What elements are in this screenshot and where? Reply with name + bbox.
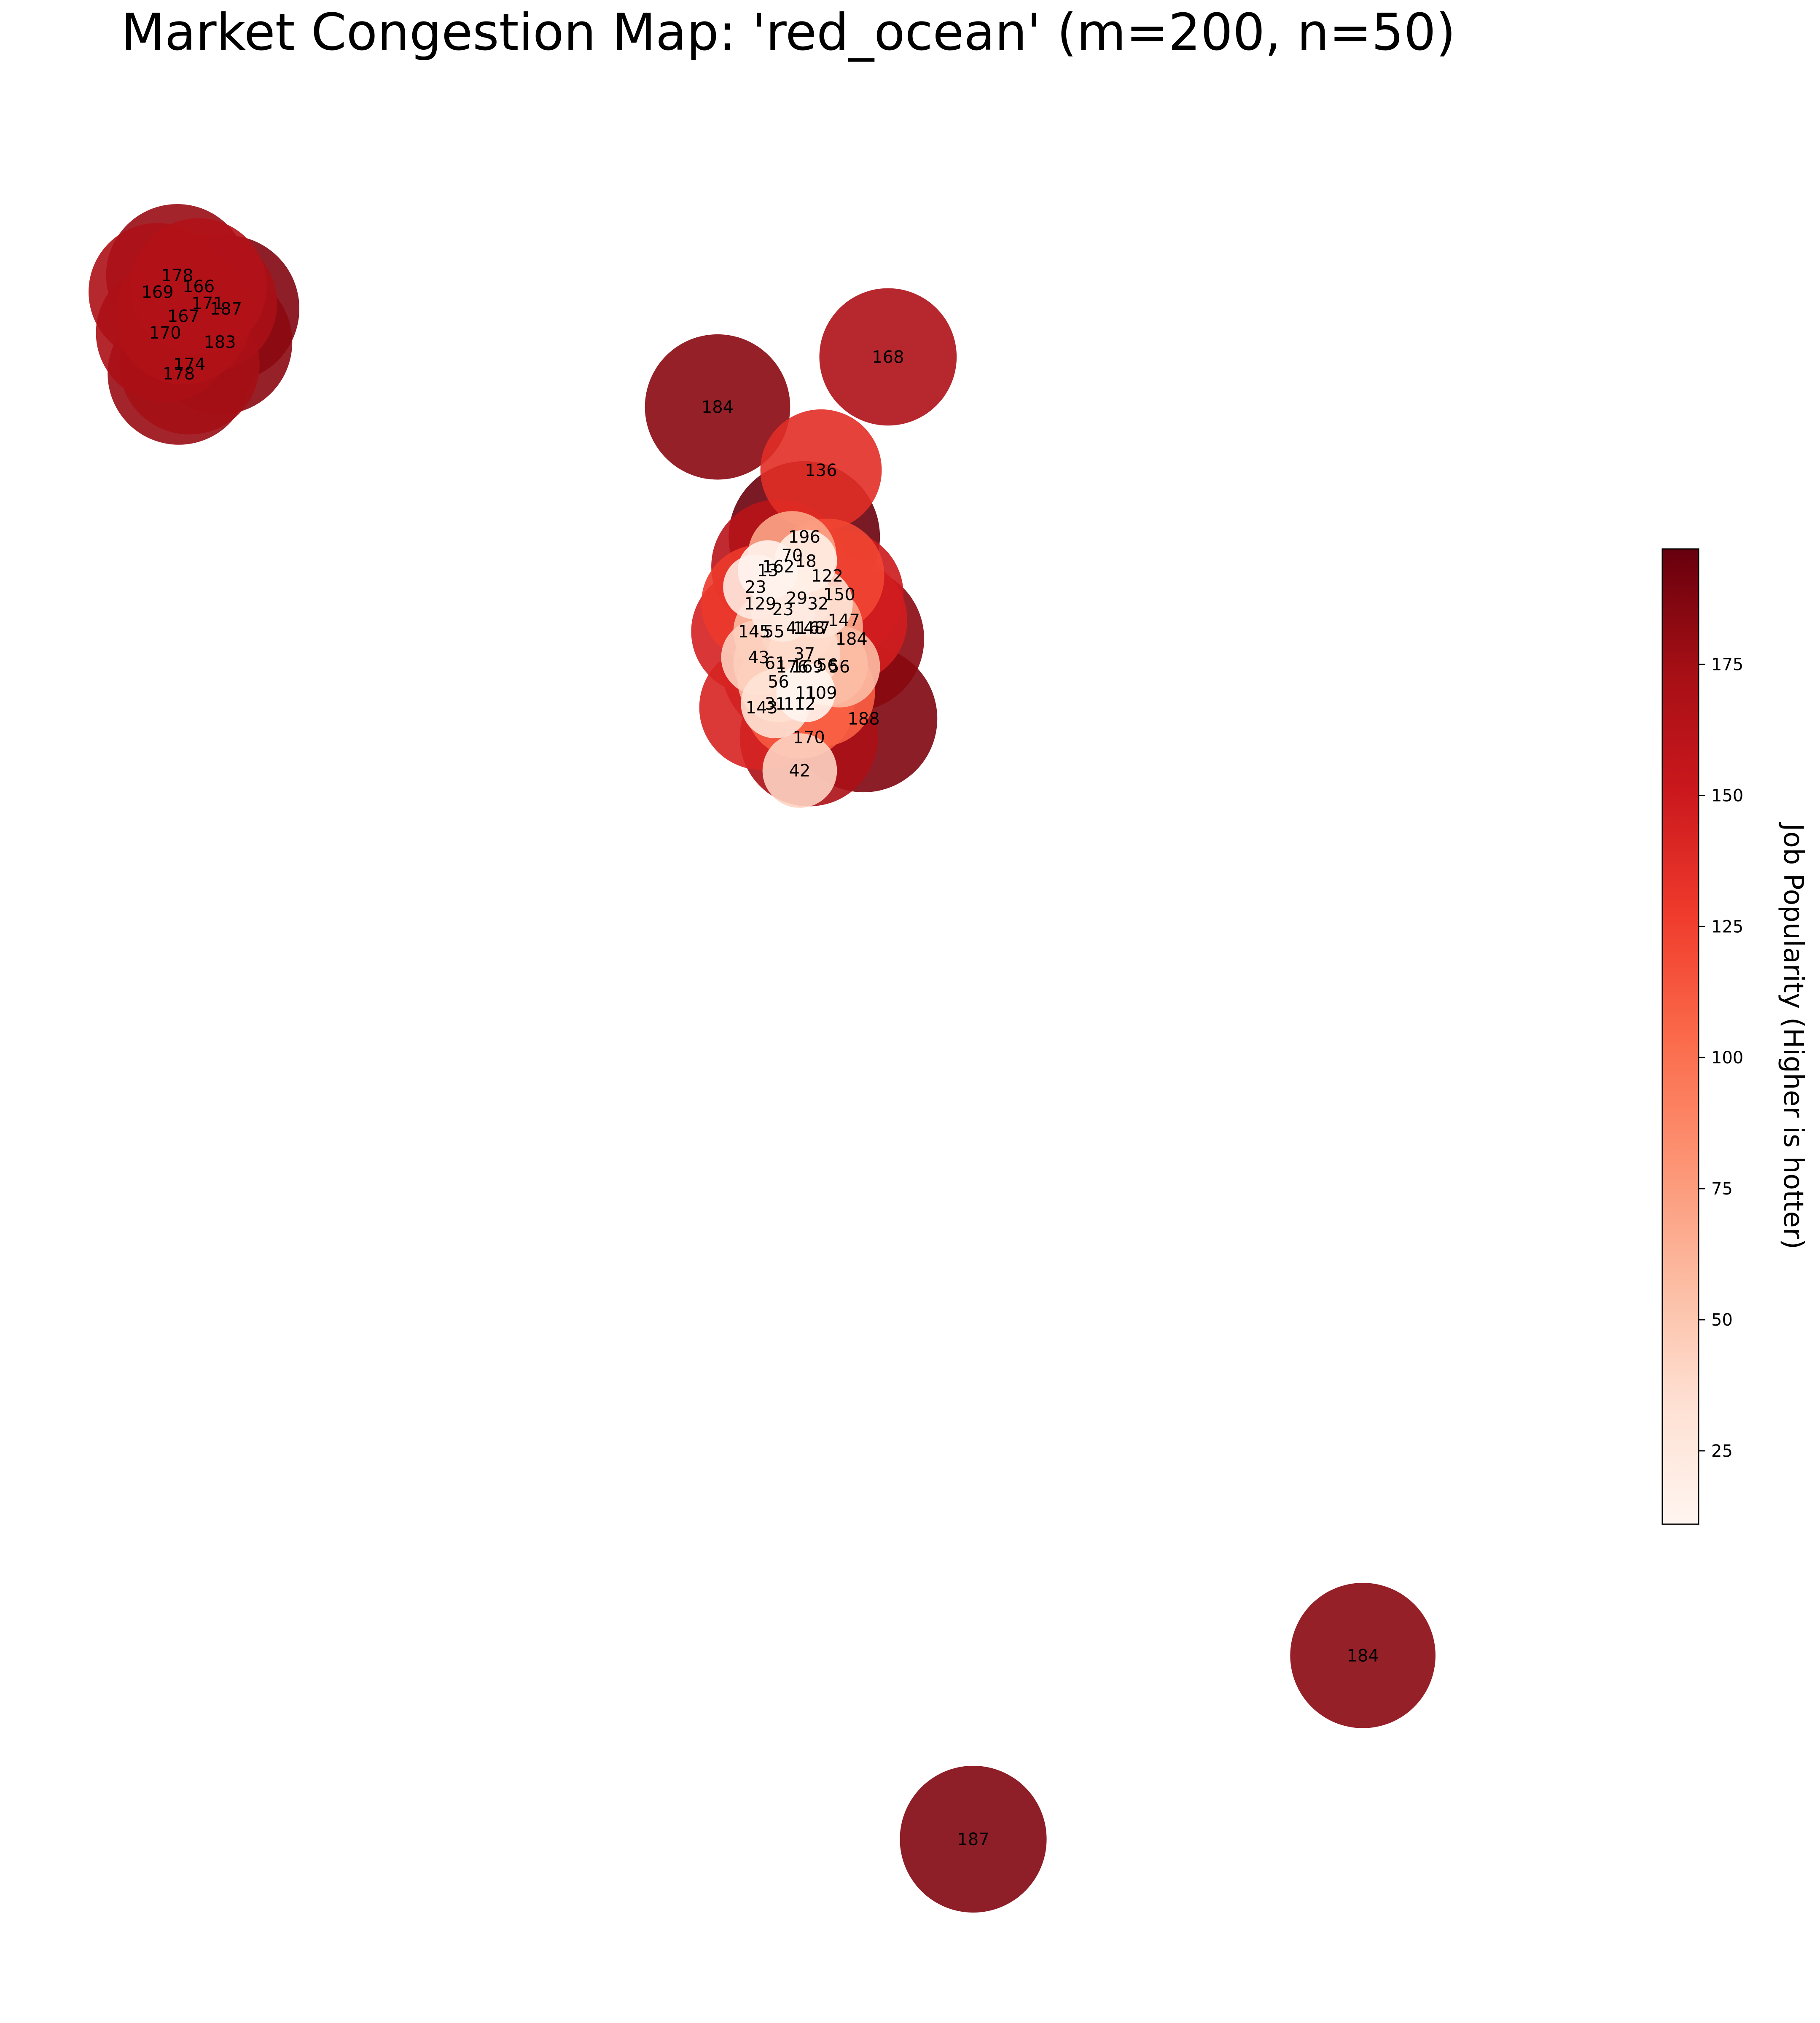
bubble-label-40: 11 bbox=[795, 683, 817, 703]
bubble-label-1: 166 bbox=[183, 277, 215, 296]
bubble-1 bbox=[130, 218, 267, 355]
bubble-label-0: 178 bbox=[161, 266, 193, 285]
colorbar-tick-label-3: 100 bbox=[1711, 1048, 1743, 1068]
bubble-label-2: 187 bbox=[210, 299, 242, 319]
bubble-10 bbox=[819, 288, 957, 426]
bubble-label-23: 129 bbox=[744, 595, 776, 614]
bubble-49 bbox=[900, 1765, 1047, 1913]
bubble-layer bbox=[89, 204, 1436, 1913]
bubble-label-20: 150 bbox=[823, 585, 855, 605]
bubble-label-47: 42 bbox=[789, 761, 810, 781]
bubble-label-24: 23 bbox=[772, 600, 794, 619]
bubble-label-44: 143 bbox=[746, 698, 778, 718]
colorbar-frame bbox=[1661, 548, 1699, 1525]
bubble-label-30: 55 bbox=[763, 622, 785, 642]
bubble-label-7: 183 bbox=[204, 333, 236, 352]
bubble-label-16: 122 bbox=[811, 567, 843, 586]
bubble-label-43: 112 bbox=[784, 694, 816, 714]
bubble-label-33: 43 bbox=[748, 648, 769, 667]
bubble-label-38: 56 bbox=[828, 657, 850, 677]
bubble-label-5: 171 bbox=[191, 294, 223, 313]
bubble-label-19: 23 bbox=[745, 578, 766, 597]
bubble-label-21: 29 bbox=[786, 589, 807, 608]
colorbar: 25 50 75 100 125 150 175 Job Popularity (Highe… bbox=[1661, 548, 1809, 1525]
bubble-label-36: 169 bbox=[791, 657, 823, 677]
bubble-label-4: 167 bbox=[167, 307, 199, 326]
bubble-label-31: 184 bbox=[836, 629, 868, 649]
bubble-label-15: 18 bbox=[795, 551, 817, 571]
bubble-label-49: 187 bbox=[957, 1830, 989, 1849]
bubble-label-26: 148 bbox=[793, 619, 825, 638]
colorbar-label: Job Popularity (Higher is hotter) bbox=[1777, 822, 1809, 1249]
colorbar-tick-label-2: 75 bbox=[1711, 1179, 1733, 1199]
chart-title: Market Congestion Map: 'red_ocean' (m=20… bbox=[121, 3, 1456, 62]
bubble-label-27: 41 bbox=[786, 619, 807, 638]
colorbar-tick-label-6: 175 bbox=[1711, 655, 1743, 675]
bubble-label-22: 32 bbox=[807, 595, 829, 614]
bubble-47 bbox=[762, 733, 837, 808]
bubble-label-29: 145 bbox=[738, 622, 770, 642]
bubble-label-10: 168 bbox=[872, 347, 904, 367]
bubble-11 bbox=[645, 334, 790, 480]
bubble-label-46: 170 bbox=[793, 728, 825, 747]
colorbar-gradient bbox=[1662, 549, 1699, 1524]
bubble-40 bbox=[776, 663, 836, 722]
bubble-label-41: 109 bbox=[805, 683, 837, 703]
bubble-17 bbox=[737, 540, 798, 600]
bubble-label-42: 31 bbox=[765, 694, 786, 714]
bubble-12 bbox=[760, 409, 882, 531]
bubble-48 bbox=[1290, 1583, 1436, 1728]
bubble-label-17: 13 bbox=[757, 561, 779, 580]
bubble-label-25: 147 bbox=[828, 611, 860, 630]
colorbar-tick-label-5: 150 bbox=[1711, 786, 1743, 805]
bubble-label-8: 174 bbox=[173, 355, 205, 374]
bubble-label-45: 188 bbox=[847, 709, 879, 729]
colorbar-ticks: 25 50 75 100 125 150 175 bbox=[1699, 655, 1743, 1461]
bubble-label-28: 67 bbox=[809, 619, 830, 638]
bubble-label-14: 70 bbox=[781, 546, 803, 565]
bubble-label-9: 178 bbox=[163, 364, 195, 384]
bubble-label-34: 61 bbox=[765, 654, 786, 673]
colorbar-tick-label-4: 125 bbox=[1711, 917, 1743, 936]
bubble-label-37: 56 bbox=[816, 656, 838, 675]
bubble-label-13: 196 bbox=[788, 527, 820, 547]
bubble-label-6: 170 bbox=[149, 323, 181, 343]
bubble-label-39: 56 bbox=[768, 672, 789, 691]
bubble-label-35: 176 bbox=[776, 657, 808, 677]
bubble-label-11: 184 bbox=[702, 398, 734, 417]
colorbar-tick-label-0: 25 bbox=[1711, 1442, 1733, 1461]
bubble-label-48: 184 bbox=[1347, 1646, 1379, 1665]
bubble-label-12: 136 bbox=[805, 461, 837, 480]
bubble-label-32: 37 bbox=[793, 644, 815, 664]
bubble-label-3: 169 bbox=[141, 282, 173, 302]
bubble-label-18: 162 bbox=[762, 557, 794, 577]
colorbar-tick-label-1: 50 bbox=[1711, 1310, 1733, 1330]
